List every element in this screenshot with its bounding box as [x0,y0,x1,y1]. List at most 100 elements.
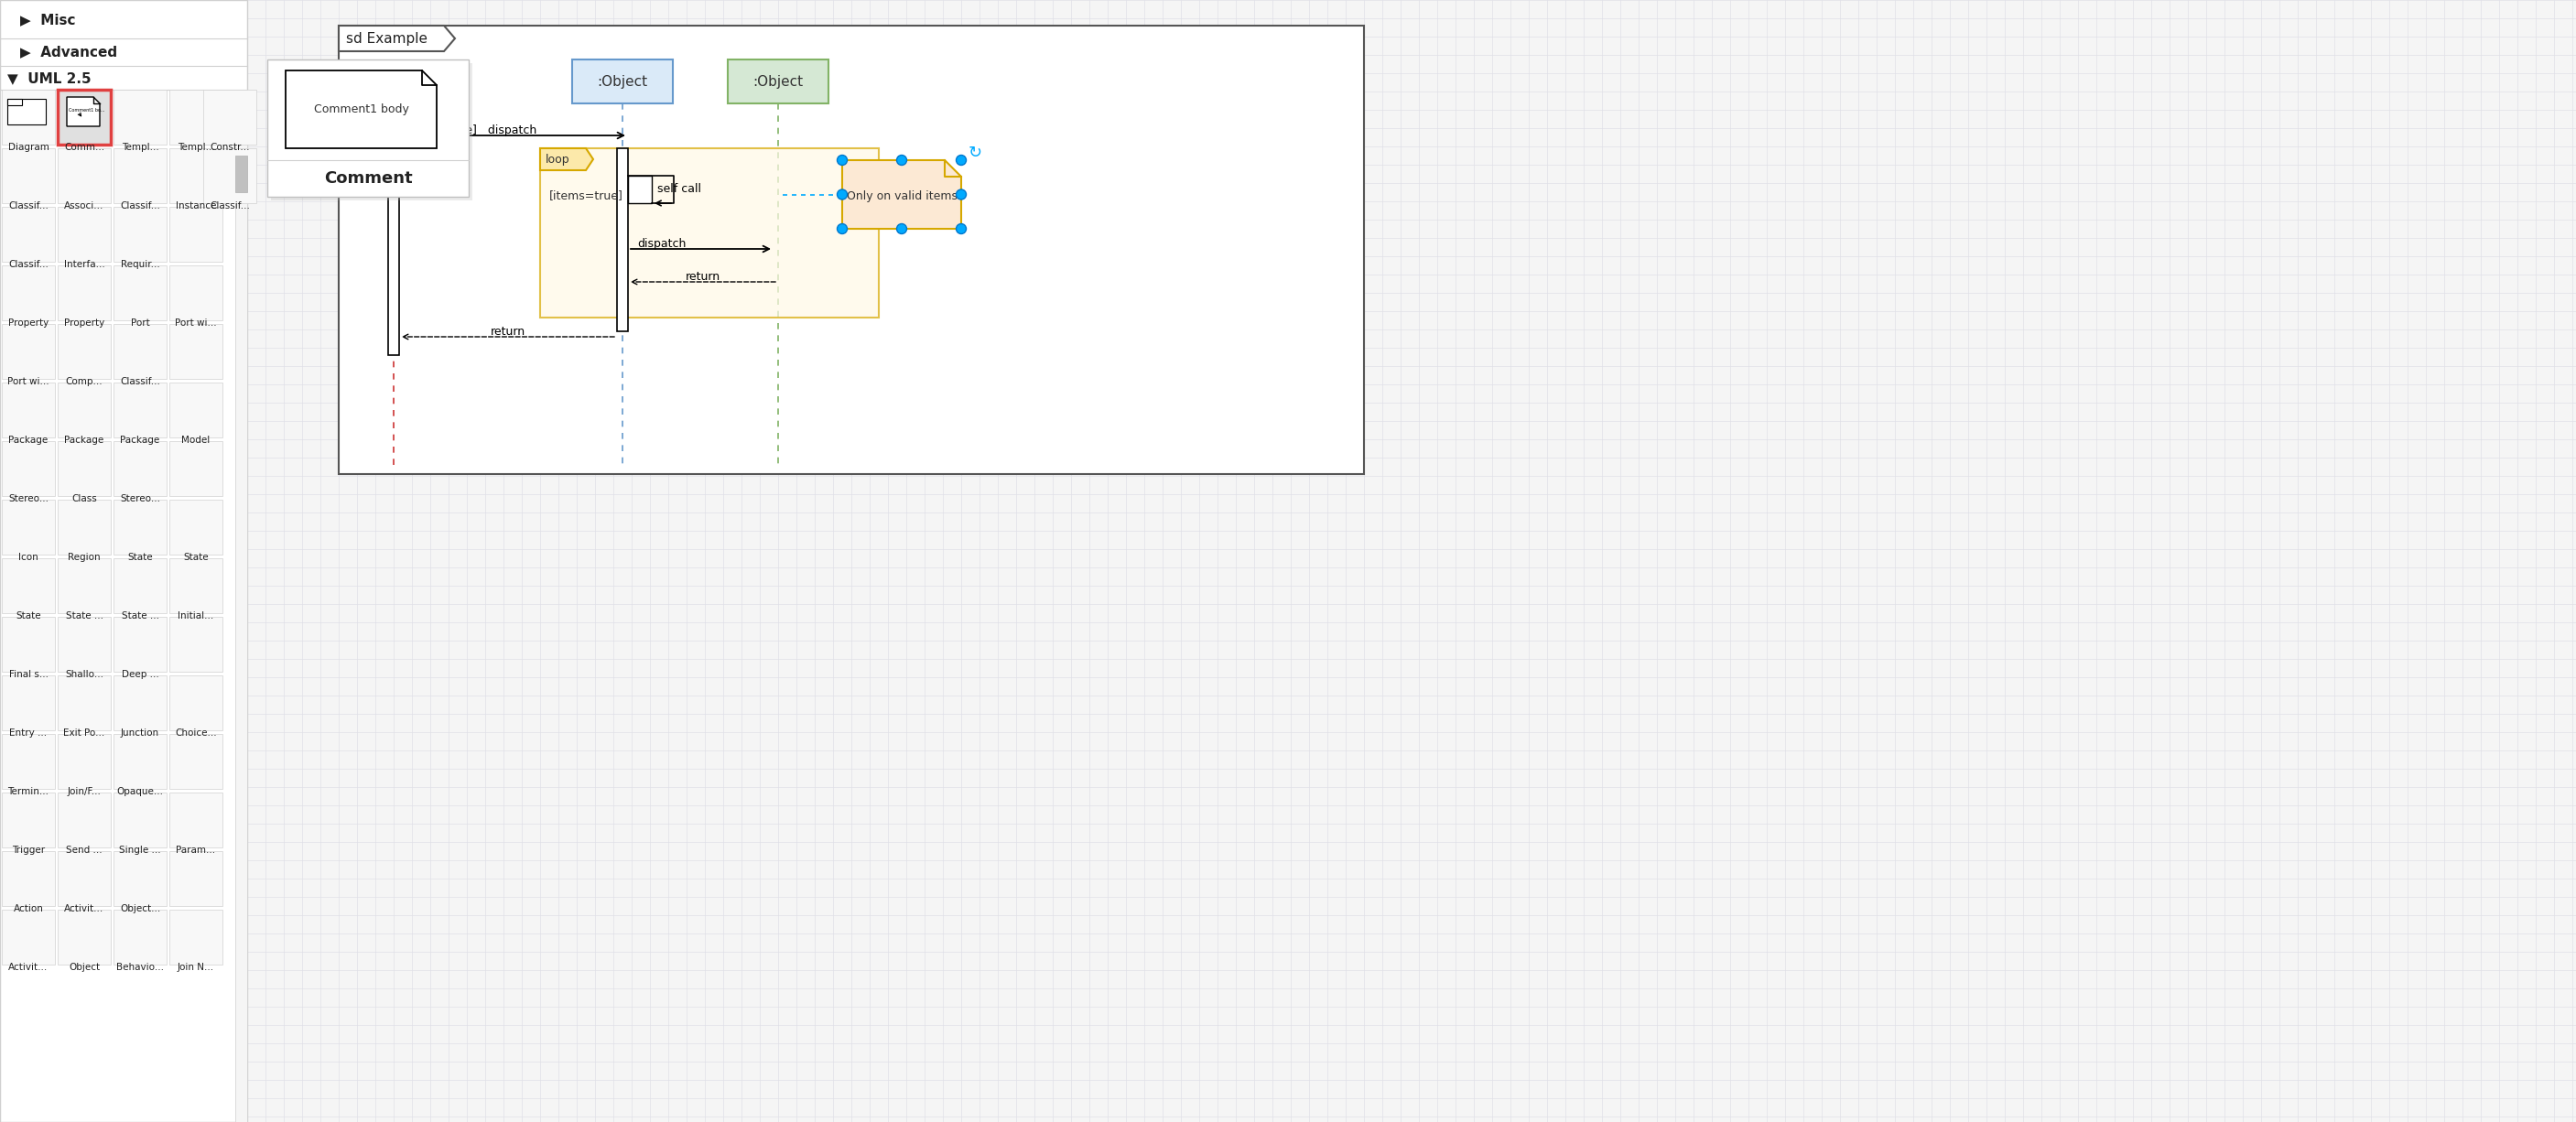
Text: Constr...: Constr... [209,142,250,151]
FancyBboxPatch shape [113,206,167,261]
FancyBboxPatch shape [113,852,167,907]
FancyBboxPatch shape [3,441,54,496]
Text: Templ...: Templ... [121,142,160,151]
Text: ▶  Misc: ▶ Misc [21,13,75,27]
Text: Junction: Junction [121,728,160,737]
Text: Initial...: Initial... [178,611,214,620]
FancyBboxPatch shape [3,559,54,613]
Text: Property: Property [64,319,106,328]
Text: return: return [685,270,721,283]
FancyBboxPatch shape [3,617,54,672]
Text: Classif...: Classif... [8,201,49,211]
Text: Comm...: Comm... [64,142,106,151]
FancyBboxPatch shape [204,148,258,203]
FancyBboxPatch shape [3,852,54,907]
FancyBboxPatch shape [57,499,111,554]
FancyBboxPatch shape [170,90,222,145]
FancyBboxPatch shape [204,90,258,145]
Text: sd Example: sd Example [345,31,428,45]
FancyBboxPatch shape [337,26,1363,475]
Text: Object...: Object... [121,904,160,913]
Text: Port wi...: Port wi... [175,319,216,328]
FancyBboxPatch shape [247,0,2576,1122]
FancyBboxPatch shape [57,206,111,261]
FancyBboxPatch shape [8,99,46,125]
FancyBboxPatch shape [170,324,222,379]
Text: State ...: State ... [64,611,103,620]
Circle shape [837,155,848,165]
Text: Opaque...: Opaque... [116,787,162,797]
FancyBboxPatch shape [170,499,222,554]
Text: Classif...: Classif... [121,377,160,386]
FancyBboxPatch shape [3,734,54,789]
FancyBboxPatch shape [57,383,111,438]
Text: ▶  Advanced: ▶ Advanced [21,45,118,59]
FancyBboxPatch shape [170,266,222,320]
Text: Join/F...: Join/F... [67,787,100,797]
Text: Region: Region [67,553,100,562]
FancyBboxPatch shape [113,441,167,496]
FancyBboxPatch shape [57,675,111,730]
FancyBboxPatch shape [0,0,247,1122]
Text: Icon: Icon [18,553,39,562]
Polygon shape [286,71,438,148]
Text: Single ...: Single ... [118,846,160,855]
FancyBboxPatch shape [57,792,111,847]
Circle shape [837,223,848,233]
FancyBboxPatch shape [3,266,54,320]
Text: Object: Object [70,963,100,972]
Text: Entry ...: Entry ... [10,728,46,737]
FancyBboxPatch shape [170,559,222,613]
Polygon shape [541,148,592,171]
Text: loop: loop [546,154,569,165]
Circle shape [837,190,848,200]
Text: Requir...: Requir... [121,260,160,269]
FancyBboxPatch shape [3,792,54,847]
Text: Comment1 body: Comment1 body [314,103,410,116]
Text: Activit...: Activit... [64,904,103,913]
FancyBboxPatch shape [113,675,167,730]
FancyBboxPatch shape [170,852,222,907]
Text: Property: Property [8,319,49,328]
FancyBboxPatch shape [57,852,111,907]
Text: ▼  UML 2.5: ▼ UML 2.5 [8,72,90,85]
FancyBboxPatch shape [170,206,222,261]
Text: Classif...: Classif... [209,201,250,211]
Text: Behavio...: Behavio... [116,963,165,972]
Text: return: return [489,325,526,338]
Text: [items=true]   dispatch: [items=true] dispatch [402,125,536,136]
Text: Send ...: Send ... [67,846,103,855]
FancyBboxPatch shape [57,559,111,613]
FancyBboxPatch shape [113,734,167,789]
FancyBboxPatch shape [113,90,167,145]
Circle shape [896,155,907,165]
Text: Deep ...: Deep ... [121,670,160,679]
Text: Class: Class [72,494,98,504]
FancyBboxPatch shape [234,90,247,1122]
Text: self call: self call [657,183,701,194]
FancyBboxPatch shape [170,910,222,965]
FancyBboxPatch shape [3,148,54,203]
Text: Instance: Instance [175,201,216,211]
Text: State: State [15,611,41,620]
Text: Classif...: Classif... [121,201,160,211]
FancyBboxPatch shape [57,910,111,965]
FancyBboxPatch shape [3,910,54,965]
Text: Port wi...: Port wi... [8,377,49,386]
FancyBboxPatch shape [3,499,54,554]
Polygon shape [337,26,456,52]
Text: Param...: Param... [175,846,216,855]
Text: State: State [183,553,209,562]
FancyBboxPatch shape [57,90,111,145]
FancyBboxPatch shape [3,90,54,145]
Text: Join N...: Join N... [178,963,214,972]
Text: Final s...: Final s... [8,670,49,679]
FancyBboxPatch shape [234,156,247,192]
Text: Action: Action [13,904,44,913]
Text: Trigger: Trigger [13,846,44,855]
FancyBboxPatch shape [170,441,222,496]
FancyBboxPatch shape [729,59,829,103]
FancyBboxPatch shape [541,148,878,318]
Text: Stereo...: Stereo... [8,494,49,504]
Text: ↻: ↻ [969,145,981,162]
